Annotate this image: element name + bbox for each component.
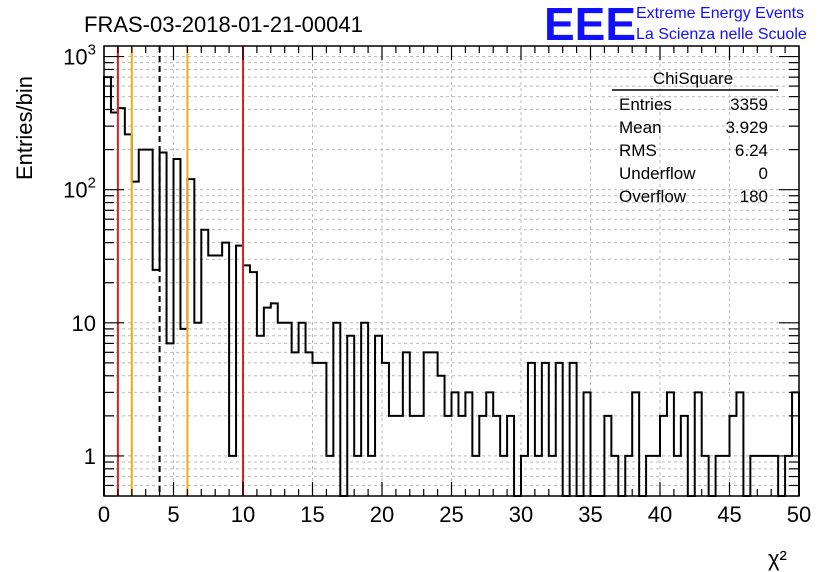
x-tick-label: 25 [439,502,463,527]
x-tick-labels: 0 5 10 15 20 25 30 35 40 45 50 [98,502,811,527]
stats-rows: Entries 3359 Mean 3.929 RMS 6.24 Underflow 0 Ove… [619,95,768,206]
x-tick-label: 45 [717,502,741,527]
x-tick-label: 0 [98,502,110,527]
x-tick-label: 15 [300,502,324,527]
x-tick-label: 40 [648,502,672,527]
y-tick-base: 10 [63,178,87,203]
stats-box: ChiSquare Entries 3359 Mean 3.929 RMS 6.24 Und… [612,69,778,206]
x-tick-label: 50 [787,502,811,527]
chart-title: FRAS-03-2018-01-21-00041 [84,12,363,37]
logo-line2: La Scienza nelle Scuole [636,26,807,43]
x-tick-label: 35 [578,502,602,527]
stats-row-label: Entries [619,95,672,114]
x-tick-label: 10 [231,502,255,527]
stats-title: ChiSquare [653,69,733,88]
histogram [103,76,800,497]
stats-row-label: Mean [619,118,662,137]
y-tick-base: 10 [72,311,96,336]
y-tick-label: 102 [63,175,96,203]
x-tick-label: 30 [509,502,533,527]
stats-row-value: 3359 [730,95,768,114]
logo-line1: Extreme Energy Events [636,5,804,22]
y-tick-exponent: 3 [88,42,96,59]
x-tick-label: 20 [370,502,394,527]
logo: EEE Extreme Energy Events La Scienza nel… [544,0,807,50]
y-tick-label: 10 [72,311,96,336]
histogram-outline [103,76,800,497]
y-axis-label: Entries/bin [12,76,37,180]
axis-ticks [103,46,800,497]
stats-row-label: RMS [619,141,657,160]
y-tick-base: 10 [63,45,87,70]
stats-row-label: Overflow [619,187,687,206]
x-tick-label: 5 [167,502,179,527]
x-axis-label: χ² [768,546,787,571]
stats-row-value: 0 [759,164,768,183]
y-tick-base: 1 [84,444,96,469]
stats-row-value: 6.24 [735,141,768,160]
vertical-lines [116,46,244,496]
stats-row-value: 3.929 [725,118,768,137]
stats-row-value: 180 [740,187,768,206]
y-tick-exponent: 2 [88,175,96,192]
y-tick-label: 103 [63,42,96,70]
stats-row-label: Underflow [619,164,696,183]
logo-mark: EEE [544,0,636,50]
grid [104,46,799,496]
y-tick-label: 1 [84,444,96,469]
